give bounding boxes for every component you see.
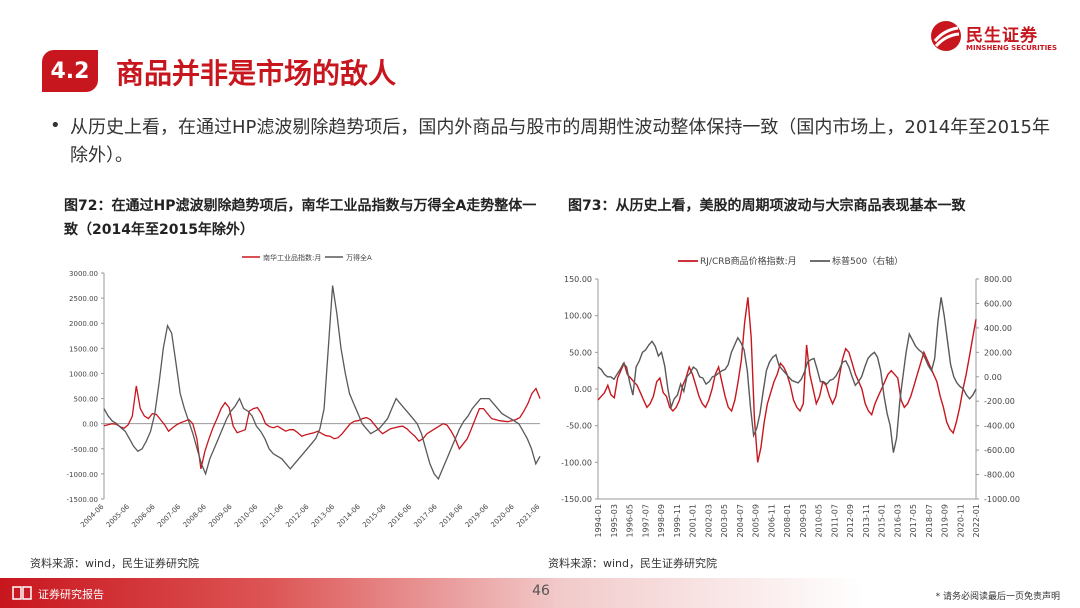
figure-72-title: 图72：在通过HP滤波剔除趋势项后，南华工业品指数与万得全A走势整体一致（201… bbox=[64, 198, 537, 238]
figure-72-chart: 3000.00 2500.00 2000.00 1500.00 1000.00 500.0… bbox=[67, 253, 542, 529]
brand-logo: 民生证券 MINSHENG SECURITIES bbox=[930, 20, 1057, 54]
y-tick-label: 500.00 bbox=[74, 396, 99, 404]
series-line-1 bbox=[103, 285, 541, 481]
x-tick-label: 2010-05 bbox=[815, 504, 824, 537]
disclaimer-link[interactable]: * 请务必阅读最后一页免责声明 bbox=[935, 592, 1060, 602]
left-tick-label: -50.00 bbox=[566, 422, 592, 431]
figure-72-source: 资料来源：wind，民生证券研究院 bbox=[30, 557, 200, 570]
y-tick-label: -500.00 bbox=[71, 446, 98, 454]
x-tick-label: 2019-06 bbox=[464, 502, 491, 529]
x-tick-label: 1994-01 bbox=[594, 504, 603, 537]
x-tick-label: 2008-06 bbox=[182, 502, 209, 529]
x-tick-label: 2004-06 bbox=[79, 502, 106, 529]
x-tick-label: 2018-06 bbox=[438, 502, 465, 529]
x-tick-label: 2001-01 bbox=[689, 504, 698, 537]
x-tick-label: 2014-06 bbox=[336, 502, 363, 529]
x-tick-label: 2017-05 bbox=[909, 504, 918, 537]
x-tick-label: 2008-01 bbox=[783, 504, 792, 537]
y-tick-label: 3000.00 bbox=[69, 270, 98, 278]
bullet-marker: • bbox=[50, 115, 61, 136]
x-tick-label: 2015-06 bbox=[361, 502, 388, 529]
figure-73-source: 资料来源：wind，民生证券研究院 bbox=[548, 557, 718, 570]
right-tick-label: -1000.00 bbox=[984, 495, 1020, 504]
right-tick-label: -200.00 bbox=[984, 397, 1015, 406]
bullet-text: 从历史上看，在通过HP滤波剔除趋势项后，国内外商品与股市的周期性波动整体保持一致… bbox=[70, 117, 1051, 166]
right-tick-label: 400.00 bbox=[984, 324, 1012, 333]
y-tick-label: 2000.00 bbox=[69, 320, 98, 328]
y-tick-label: 1500.00 bbox=[69, 345, 98, 353]
footer-label: 证券研究报告 bbox=[38, 588, 104, 601]
section-number-badge: 4.2 bbox=[42, 50, 98, 92]
figure-73-title: 图73：从历史上看，美股的周期项波动与大宗商品表现基本一致 bbox=[568, 198, 966, 214]
y-tick-label: 2500.00 bbox=[69, 295, 98, 303]
left-tick-label: -150.00 bbox=[561, 495, 592, 504]
figure-73-chart: 150.00 100.00 50.00 0.00 -50.00 -100.00 -150.0… bbox=[561, 255, 1020, 537]
right-tick-label: -800.00 bbox=[984, 471, 1015, 480]
x-tick-label: 2020-11 bbox=[956, 504, 965, 537]
x-tick-label: 2021-06 bbox=[515, 502, 542, 529]
x-tick-label: 2009-03 bbox=[799, 504, 808, 537]
y-tick-label: 1000.00 bbox=[69, 370, 98, 378]
left-tick-label: 150.00 bbox=[564, 275, 592, 284]
legend-label: 标普500（右轴） bbox=[832, 255, 903, 267]
x-tick-label: 2003-05 bbox=[720, 504, 729, 537]
x-tick-label: 2015-01 bbox=[878, 504, 887, 537]
y-tick-label: 0.00 bbox=[82, 421, 98, 429]
legend-label: 万得全A bbox=[346, 253, 372, 262]
x-tick-label: 2005-06 bbox=[105, 502, 132, 529]
right-tick-label: 600.00 bbox=[984, 299, 1012, 308]
x-tick-label: 2019-09 bbox=[941, 504, 950, 537]
footer-bar: 证券研究报告 46 * 请务必阅读最后一页免责声明 bbox=[0, 578, 1080, 608]
x-tick-label: 1996-05 bbox=[626, 504, 635, 537]
right-tick-label: 800.00 bbox=[984, 275, 1012, 284]
x-tick-label: 2010-06 bbox=[233, 502, 260, 529]
right-tick-label: -400.00 bbox=[984, 422, 1015, 431]
left-tick-label: 0.00 bbox=[574, 385, 592, 394]
x-tick-label: 2006-06 bbox=[130, 502, 157, 529]
right-tick-label: 200.00 bbox=[984, 348, 1012, 357]
book-icon bbox=[12, 586, 32, 600]
x-tick-label: 2011-06 bbox=[259, 502, 286, 529]
x-tick-label: 2006-11 bbox=[767, 504, 776, 537]
x-tick-label: 2009-06 bbox=[207, 502, 234, 529]
x-tick-label: 1998-09 bbox=[657, 504, 666, 537]
brand-swoosh-icon bbox=[931, 21, 961, 51]
x-tick-label: 2016-03 bbox=[893, 504, 902, 537]
x-tick-label: 1997-07 bbox=[641, 504, 650, 537]
x-tick-label: 2011-07 bbox=[830, 504, 839, 537]
page-number: 46 bbox=[532, 583, 550, 599]
brand-name: 民生证券 bbox=[966, 26, 1038, 46]
series-line-0 bbox=[103, 385, 541, 470]
y-tick-label: -1500.00 bbox=[67, 496, 98, 504]
left-tick-label: 50.00 bbox=[569, 348, 592, 357]
x-tick-label: 2017-06 bbox=[412, 502, 439, 529]
x-tick-label: 2005-09 bbox=[752, 504, 761, 537]
x-tick-label: 1995-03 bbox=[610, 504, 619, 537]
x-tick-label: 2012-09 bbox=[846, 504, 855, 537]
x-tick-label: 2012-06 bbox=[284, 502, 311, 529]
series-line-0 bbox=[597, 297, 977, 463]
x-tick-label: 2013-11 bbox=[862, 504, 871, 537]
x-tick-label: 2022-01 bbox=[972, 504, 981, 537]
x-tick-label: 2007-06 bbox=[156, 502, 183, 529]
x-tick-label: 2004-07 bbox=[736, 504, 745, 537]
right-tick-label: -600.00 bbox=[984, 446, 1015, 455]
x-tick-label: 2018-07 bbox=[925, 504, 934, 537]
x-tick-label: 1999-11 bbox=[673, 504, 682, 537]
brand-name-en: MINSHENG SECURITIES bbox=[966, 44, 1057, 52]
left-tick-label: -100.00 bbox=[561, 458, 592, 467]
legend-label: 南华工业品指数:月 bbox=[263, 253, 321, 262]
x-tick-label: 2016-06 bbox=[387, 502, 414, 529]
x-tick-label: 2013-06 bbox=[310, 502, 337, 529]
x-tick-label: 2020-06 bbox=[489, 502, 516, 529]
y-tick-label: -1000.00 bbox=[67, 471, 98, 479]
x-tick-label: 2002-03 bbox=[704, 504, 713, 537]
page-title: 商品并非是市场的敌人 bbox=[116, 57, 397, 90]
legend-label: RJ/CRB商品价格指数:月 bbox=[700, 255, 797, 267]
left-tick-label: 100.00 bbox=[564, 312, 592, 321]
right-tick-label: 0.00 bbox=[984, 373, 1002, 382]
series-line-1 bbox=[597, 297, 977, 453]
